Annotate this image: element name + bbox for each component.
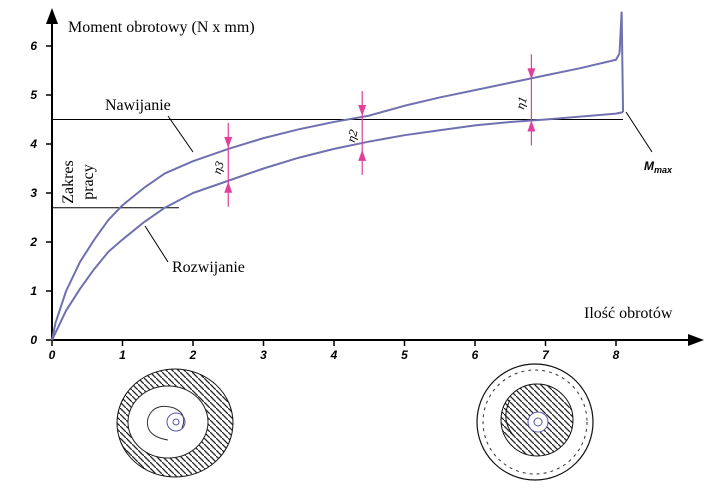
- x-tick-label: 8: [613, 348, 620, 362]
- y-tick-label: 2: [29, 235, 37, 249]
- efficiency-label: η1: [514, 95, 530, 111]
- x-ticks: 0 1 2 3 4 5 6 7 8: [49, 340, 620, 362]
- mmax-spike-line: [618, 11, 625, 113]
- working-range-label-2: pracy: [80, 164, 97, 200]
- mmax-leader: [625, 111, 653, 153]
- y-axis-title: Moment obrotowy (N x mm): [68, 19, 255, 36]
- y-tick-label: 5: [30, 88, 37, 102]
- nawijanie-leader: [167, 115, 194, 153]
- x-tick-label: 2: [189, 348, 197, 362]
- x-tick-label: 0: [49, 348, 56, 362]
- mmax-label: Mmax: [644, 159, 673, 175]
- efficiency-marker-1: η1: [514, 54, 536, 146]
- y-tick-label: 0: [30, 333, 37, 347]
- x-tick-label: 3: [260, 348, 267, 362]
- y-tick-label: 4: [29, 137, 37, 151]
- y-ticks: 0 1 2 3 4 5 6: [29, 39, 52, 347]
- y-axis-arrow: [46, 8, 58, 24]
- spring-wound-loose-illustration: [116, 368, 234, 478]
- nawijanie-label: Nawijanie: [105, 97, 171, 114]
- x-tick-label: 5: [401, 348, 408, 362]
- efficiency-marker-2: η2: [345, 91, 367, 175]
- series-line-nawijanie: [51, 52, 621, 341]
- rozwijanie-leader: [144, 225, 169, 263]
- working-range: [52, 119, 624, 209]
- x-axis-arrow: [688, 334, 704, 346]
- x-tick-label: 1: [119, 348, 126, 362]
- efficiency-label: η2: [345, 128, 361, 144]
- rozwijanie-label: Rozwijanie: [172, 259, 245, 276]
- y-tick-label: 6: [30, 39, 37, 53]
- y-tick-label: 1: [30, 284, 37, 298]
- x-tick-label: 7: [542, 348, 550, 362]
- curves: [51, 11, 625, 341]
- spring-wound-tight-illustration: [476, 363, 594, 481]
- y-tick-label: 3: [30, 186, 37, 200]
- efficiency-marker-3: η3: [211, 122, 233, 207]
- efficiency-label: η3: [211, 160, 227, 176]
- working-range-label-1: Zakres: [60, 160, 77, 204]
- x-tick-label: 6: [472, 348, 479, 362]
- axes: [46, 8, 704, 346]
- x-tick-label: 4: [330, 348, 338, 362]
- efficiency-markers: η3 η2 η1: [211, 54, 536, 207]
- x-axis-title: Ilość obrotów: [584, 305, 673, 322]
- series-line-rozwijanie: [51, 111, 624, 341]
